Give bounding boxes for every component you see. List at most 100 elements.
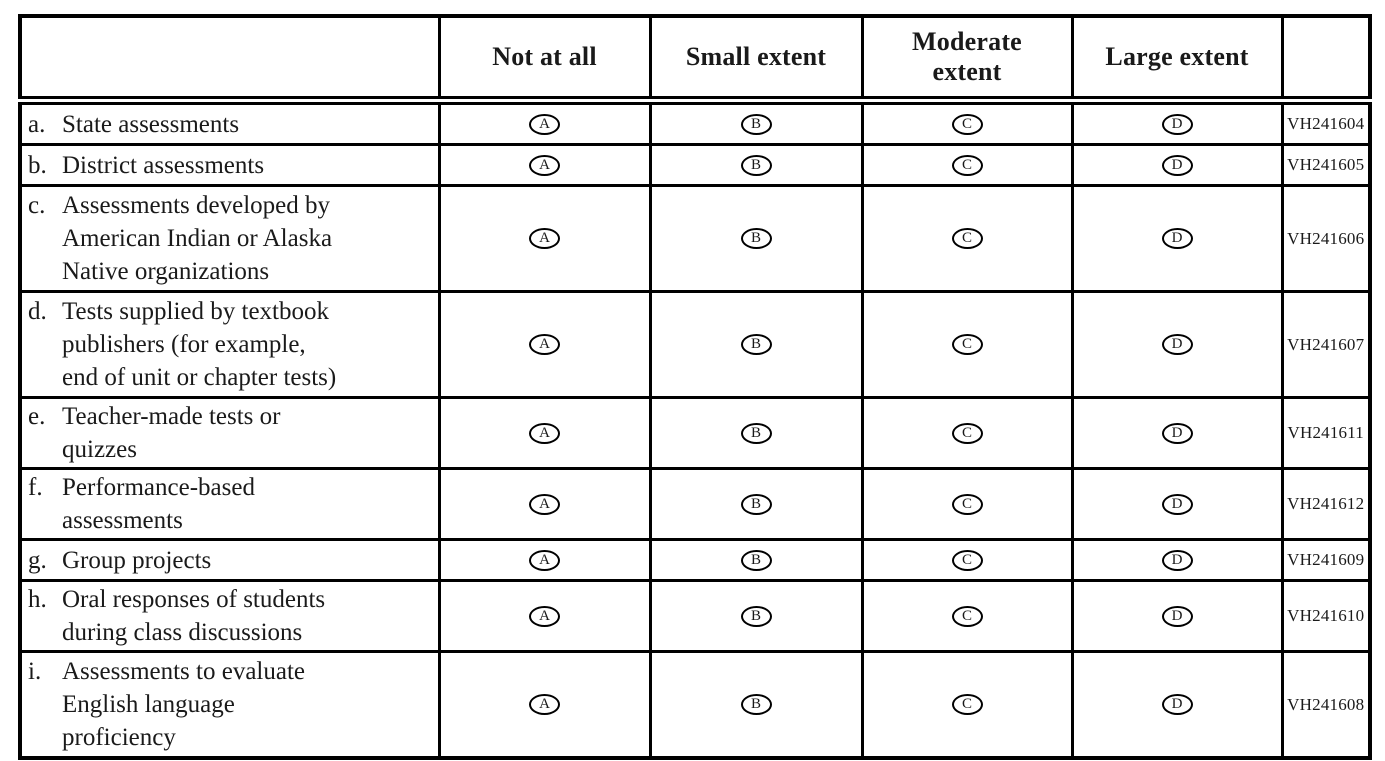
bubble-option-b[interactable]: B [740,228,772,249]
bubble-option-c[interactable]: C [951,422,983,444]
bubble-option-a[interactable]: A [529,694,560,715]
code-column-header [1280,14,1372,105]
table-row-g: g. Group projects A B C D VH241609 [18,538,1372,582]
item-code: VH241607 [1280,290,1372,399]
bubble-option-a[interactable]: A [529,605,560,627]
bubble-option-a[interactable]: A [529,228,560,249]
survey-rating-table: Not at all Small extent Moderate extent … [18,14,1372,760]
item-code: VH241611 [1280,396,1372,470]
item-cell: f. Performance-based assessments [18,467,441,541]
item-code: VH241612 [1280,467,1372,541]
table-row-f: f. Performance-based assessments A B C D… [18,467,1372,541]
bubble-option-a[interactable]: A [529,422,560,444]
table-row-b: b. District assessments A B C D VH241605 [18,143,1372,187]
bubble-option-b[interactable]: B [740,605,772,627]
item-cell: a. State assessments [18,99,441,146]
bubble-option-d[interactable]: D [1161,228,1193,249]
header-row: Not at all Small extent Moderate extent … [18,14,1372,105]
item-cell: c. Assessments developed by American Ind… [18,184,441,293]
table-row-i: i. Assessments to evaluate English langu… [18,650,1372,760]
item-code: VH241604 [1280,99,1372,146]
option-cell: C [860,99,1074,146]
item-letter: g. [28,546,47,574]
bubble-option-c[interactable]: C [951,334,983,355]
bubble-option-a[interactable]: A [529,113,560,135]
option-cell: C [860,579,1074,653]
option-cell: B [648,467,864,541]
bubble-option-d[interactable]: D [1161,549,1193,571]
item-code: VH241606 [1280,184,1372,293]
item-letter: h. [28,586,47,613]
column-header-moderate-extent: Moderate extent [860,14,1074,105]
option-cell: A [437,579,652,653]
option-cell: B [648,396,864,470]
column-header-large-extent: Large extent [1070,14,1284,105]
bubble-option-d[interactable]: D [1161,422,1193,444]
bubble-option-d[interactable]: D [1161,605,1193,627]
option-cell: B [648,184,864,293]
item-text: Assessments developed by American Indian… [62,192,333,285]
item-cell: h. Oral responses of students during cla… [18,579,441,653]
option-cell: A [437,467,652,541]
bubble-option-c[interactable]: C [951,228,983,249]
bubble-option-b[interactable]: B [740,154,772,176]
option-cell: D [1070,143,1284,187]
bubble-option-d[interactable]: D [1161,113,1193,135]
bubble-option-a[interactable]: A [529,334,560,355]
item-letter: c. [28,192,46,219]
item-text: District assessments [62,151,265,179]
table-row-d: d. Tests supplied by textbook publishers… [18,290,1372,399]
option-cell: A [437,290,652,399]
item-text: Performance-based assessments [62,474,255,534]
option-cell: A [437,650,652,760]
column-header-not-at-all: Not at all [437,14,652,105]
option-cell: C [860,538,1074,582]
bubble-option-c[interactable]: C [951,694,983,715]
option-cell: D [1070,290,1284,399]
item-cell: b. District assessments [18,143,441,187]
item-text: State assessments [62,110,240,138]
item-text: Assessments to evaluate English language… [62,658,306,751]
bubble-option-d[interactable]: D [1161,154,1193,176]
option-cell: D [1070,650,1284,760]
bubble-option-b[interactable]: B [740,422,772,444]
option-cell: A [437,99,652,146]
bubble-option-b[interactable]: B [740,493,772,515]
item-cell: g. Group projects [18,538,441,582]
option-cell: B [648,650,864,760]
bubble-option-a[interactable]: A [529,154,560,176]
bubble-option-c[interactable]: C [951,113,983,135]
option-cell: A [437,538,652,582]
option-cell: B [648,538,864,582]
bubble-option-b[interactable]: B [740,334,772,355]
item-text: Teacher-made tests or quizzes [62,403,281,463]
bubble-option-a[interactable]: A [529,493,560,515]
bubble-option-b[interactable]: B [740,694,772,715]
bubble-option-a[interactable]: A [529,549,560,571]
item-code: VH241609 [1280,538,1372,582]
option-cell: C [860,467,1074,541]
option-cell: B [648,99,864,146]
bubble-option-c[interactable]: C [951,605,983,627]
option-cell: C [860,290,1074,399]
bubble-option-d[interactable]: D [1161,694,1193,715]
bubble-option-c[interactable]: C [951,549,983,571]
item-text: Oral responses of students during class … [62,586,326,646]
item-letter: f. [28,474,43,501]
bubble-option-d[interactable]: D [1161,334,1193,355]
bubble-option-d[interactable]: D [1161,493,1193,515]
item-letter: i. [28,658,42,685]
item-cell: e. Teacher-made tests or quizzes [18,396,441,470]
bubble-option-c[interactable]: C [951,154,983,176]
table-row-a: a. State assessments A B C D VH241604 [18,99,1372,146]
option-cell: C [860,396,1074,470]
item-letter: a. [28,110,46,138]
option-cell: D [1070,538,1284,582]
bubble-option-b[interactable]: B [740,549,772,571]
option-cell: D [1070,184,1284,293]
bubble-option-b[interactable]: B [740,113,772,135]
option-cell: D [1070,579,1284,653]
option-cell: C [860,650,1074,760]
bubble-option-c[interactable]: C [951,493,983,515]
